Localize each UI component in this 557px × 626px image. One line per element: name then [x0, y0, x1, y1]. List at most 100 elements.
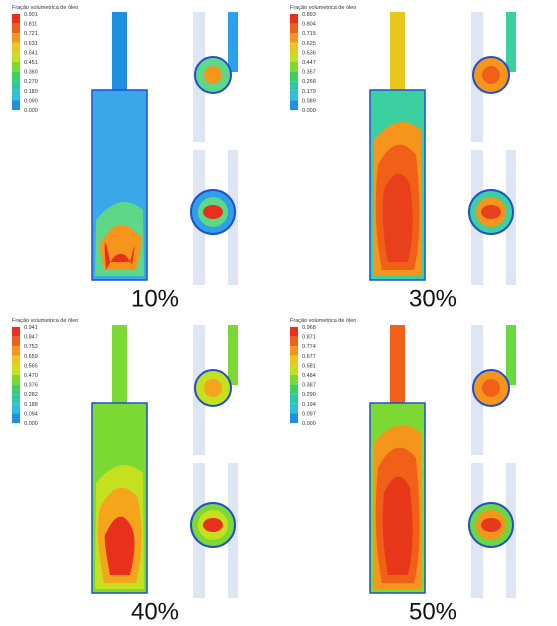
caption: 10%: [131, 285, 179, 312]
legend-swatch: [290, 356, 298, 366]
pipe: [228, 325, 238, 385]
legend-swatch: [12, 327, 20, 337]
legend-tick: 0.484: [302, 373, 316, 379]
legend-tick: 0.000: [302, 421, 316, 427]
legend-swatch: [290, 24, 298, 34]
section-core: [482, 66, 500, 84]
legend-swatch: [12, 81, 20, 91]
legend-swatch: [290, 52, 298, 62]
legend-tick: 0.941: [24, 325, 38, 331]
section-core: [204, 379, 222, 397]
legend-swatch: [12, 375, 20, 385]
legend-tick: 0.893: [302, 12, 316, 18]
legend-swatch: [12, 33, 20, 43]
legend-swatch: [290, 413, 298, 423]
legend-tick: 0.000: [24, 421, 38, 427]
legend-swatch: [12, 91, 20, 101]
legend-tick: 0.090: [24, 98, 38, 104]
figure: Fração volumetrica de óleo0.9010.8110.72…: [0, 0, 557, 626]
legend-swatch: [12, 62, 20, 72]
legend-tick: 0.270: [24, 79, 38, 85]
legend-tick: 0.901: [24, 12, 38, 18]
legend-swatch: [290, 327, 298, 337]
section-core: [482, 379, 500, 397]
section-core: [204, 66, 222, 84]
legend-tick: 0.089: [302, 98, 316, 104]
legend-tick: 0.470: [24, 373, 38, 379]
legend-tick: 0.290: [302, 392, 316, 398]
legend-tick: 0.659: [24, 354, 38, 360]
inlet-pipe: [390, 325, 405, 405]
section-core: [203, 518, 223, 532]
legend-swatch: [290, 375, 298, 385]
contour: [383, 174, 413, 262]
legend-tick: 0.804: [302, 22, 316, 28]
legend-tick: 0.581: [302, 363, 316, 369]
legend-tick: 0.631: [24, 41, 38, 47]
legend-tick: 0.811: [24, 22, 37, 28]
pipe: [506, 325, 516, 385]
legend-swatch: [290, 81, 298, 91]
legend-swatch: [290, 100, 298, 110]
panel: Fração volumetrica de óleo0.9010.8110.72…: [12, 5, 238, 312]
legend-swatch: [12, 72, 20, 82]
legend-swatch: [12, 24, 20, 34]
section-core: [481, 518, 501, 532]
legend-tick: 0.968: [302, 325, 316, 331]
legend-tick: 0.447: [302, 60, 316, 66]
caption: 40%: [131, 598, 179, 625]
legend-tick: 0.376: [24, 383, 38, 389]
legend-swatch: [12, 394, 20, 404]
legend-tick: 0.000: [302, 108, 316, 114]
legend-tick: 0.282: [24, 392, 38, 398]
legend-title: Fração volumetrica de óleo: [12, 318, 78, 324]
legend-swatch: [12, 100, 20, 110]
legend-tick: 0.536: [302, 50, 316, 56]
legend-tick: 0.188: [24, 402, 38, 408]
legend-tick: 0.179: [302, 89, 316, 95]
legend-tick: 0.268: [302, 79, 316, 85]
legend-tick: 0.451: [24, 60, 38, 66]
legend-tick: 0.753: [24, 344, 38, 350]
pipe: [506, 12, 516, 72]
contour: [383, 477, 413, 575]
legend-swatch: [12, 413, 20, 423]
legend-tick: 0.097: [302, 411, 316, 417]
legend-swatch: [290, 394, 298, 404]
legend-swatch: [290, 404, 298, 414]
legend-tick: 0.180: [24, 89, 38, 95]
legend-tick: 0.625: [302, 41, 316, 47]
legend-title: Fração volumetrica de óleo: [290, 5, 356, 11]
legend-tick: 0.565: [24, 363, 38, 369]
legend-tick: 0.360: [24, 70, 38, 76]
legend-swatch: [290, 62, 298, 72]
legend-swatch: [290, 91, 298, 101]
legend-swatch: [290, 14, 298, 24]
inlet-pipe: [112, 325, 127, 405]
legend-tick: 0.847: [24, 335, 38, 341]
legend-tick: 0.387: [302, 383, 316, 389]
legend-title: Fração volumetrica de óleo: [290, 318, 356, 324]
legend-tick: 0.000: [24, 108, 38, 114]
legend-tick: 0.094: [24, 411, 38, 417]
legend-swatch: [290, 346, 298, 356]
legend-swatch: [12, 356, 20, 366]
legend-swatch: [12, 346, 20, 356]
legend-swatch: [290, 337, 298, 347]
legend-swatch: [290, 365, 298, 375]
legend-tick: 0.871: [302, 335, 316, 341]
legend-tick: 0.541: [24, 50, 38, 56]
section-core: [481, 205, 501, 219]
caption: 30%: [409, 285, 457, 312]
pipe: [228, 12, 238, 72]
legend-tick: 0.774: [302, 344, 316, 350]
caption: 50%: [409, 598, 457, 625]
legend-swatch: [290, 385, 298, 395]
legend-tick: 0.715: [302, 31, 316, 37]
legend-swatch: [12, 52, 20, 62]
legend-swatch: [12, 337, 20, 347]
legend-swatch: [12, 385, 20, 395]
legend-swatch: [12, 404, 20, 414]
